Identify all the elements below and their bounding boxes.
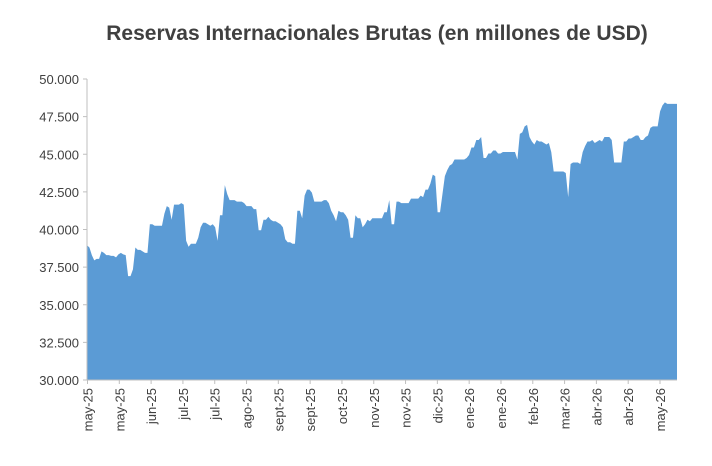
- chart-title: Reservas Internacionales Brutas (en mill…: [106, 22, 648, 45]
- x-tick-label: may-25: [112, 388, 127, 431]
- y-tick-label: 37.500: [39, 260, 79, 275]
- x-tick-label: may-25: [81, 388, 96, 431]
- x-tick-label: sept-25: [303, 388, 318, 431]
- x-tick-label: nov-25: [399, 388, 414, 428]
- y-tick-label: 35.000: [39, 298, 79, 313]
- y-tick-label: 30.000: [39, 373, 79, 388]
- y-tick-label: 40.000: [39, 223, 79, 238]
- y-tick-label: 45.000: [39, 147, 79, 162]
- reserves-area-series: [87, 102, 677, 380]
- x-tick-label: abr-26: [589, 388, 604, 426]
- x-tick-label: jul-25: [176, 388, 191, 421]
- y-tick-label: 32.500: [39, 335, 79, 350]
- x-tick-label: ene-26: [462, 388, 477, 428]
- x-tick-label: ene-26: [494, 388, 509, 428]
- x-tick-label: jul-25: [208, 388, 223, 421]
- x-axis-ticks: may-25 may-25 jun-25 jul-25 jul-25 ago-25 sept…: [81, 380, 668, 431]
- x-tick-label: may-26: [653, 388, 668, 431]
- x-tick-label: nov-25: [367, 388, 382, 428]
- y-tick-label: 50.000: [39, 72, 79, 87]
- x-tick-label: jun-25: [144, 388, 159, 425]
- x-tick-label: mar-26: [558, 388, 573, 429]
- x-tick-label: oct-25: [335, 388, 350, 424]
- x-tick-label: sept-25: [271, 388, 286, 431]
- y-tick-label: 47.500: [39, 110, 79, 125]
- y-axis-ticks: 30.000 32.500 35.000 37.500 40.000 42.500 45.0…: [39, 72, 87, 388]
- x-tick-label: feb-26: [526, 388, 541, 425]
- area-layer: [87, 102, 677, 380]
- x-tick-label: dic-25: [430, 388, 445, 423]
- x-tick-label: ago-25: [240, 388, 255, 428]
- x-tick-label: abr-26: [621, 388, 636, 426]
- y-tick-label: 42.500: [39, 185, 79, 200]
